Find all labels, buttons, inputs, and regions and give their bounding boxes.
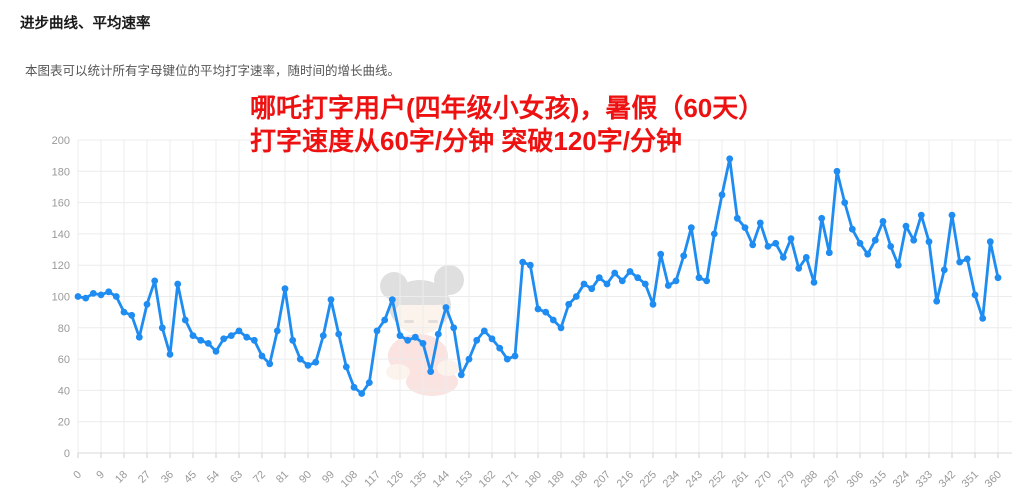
svg-text:140: 140 <box>52 229 70 241</box>
chart-description: 本图表可以统计所有字母键位的平均打字速率，随时间的增长曲线。 <box>25 64 401 78</box>
svg-text:126: 126 <box>385 469 406 490</box>
svg-text:80: 80 <box>58 323 70 335</box>
svg-text:171: 171 <box>500 469 521 490</box>
svg-text:180: 180 <box>52 166 70 178</box>
svg-text:54: 54 <box>205 469 222 486</box>
svg-text:315: 315 <box>868 469 889 490</box>
svg-text:297: 297 <box>822 469 843 490</box>
svg-text:198: 198 <box>569 469 590 490</box>
svg-text:288: 288 <box>799 469 820 490</box>
svg-text:279: 279 <box>776 469 797 490</box>
svg-text:153: 153 <box>454 469 475 490</box>
svg-text:120: 120 <box>52 260 70 272</box>
svg-text:40: 40 <box>58 385 70 397</box>
svg-text:189: 189 <box>546 469 567 490</box>
svg-text:18: 18 <box>113 469 130 486</box>
page-title: 进步曲线、平均速率 <box>20 16 151 32</box>
svg-text:351: 351 <box>960 469 981 490</box>
annotation-overlay: 哪吒打字用户(四年级小女孩)，暑假（60天） 打字速度从60字/分钟 突破120… <box>250 92 764 158</box>
svg-text:261: 261 <box>730 469 751 490</box>
svg-text:333: 333 <box>914 469 935 490</box>
svg-text:324: 324 <box>891 469 912 490</box>
svg-text:0: 0 <box>71 469 84 482</box>
svg-text:27: 27 <box>136 469 153 486</box>
svg-text:108: 108 <box>339 469 360 490</box>
svg-text:225: 225 <box>638 469 659 490</box>
svg-text:360: 360 <box>983 469 1004 490</box>
svg-text:252: 252 <box>707 469 728 490</box>
svg-text:144: 144 <box>431 469 452 490</box>
annotation-line-2: 打字速度从60字/分钟 突破120字/分钟 <box>250 126 682 156</box>
svg-text:0: 0 <box>64 448 70 460</box>
svg-text:234: 234 <box>661 469 682 490</box>
svg-text:36: 36 <box>159 469 176 486</box>
svg-text:243: 243 <box>684 469 705 490</box>
svg-text:162: 162 <box>477 469 498 490</box>
annotation-line-1: 哪吒打字用户(四年级小女孩)，暑假（60天） <box>250 93 765 123</box>
svg-text:160: 160 <box>52 198 70 210</box>
svg-text:99: 99 <box>320 469 337 486</box>
svg-text:117: 117 <box>362 469 383 490</box>
svg-text:20: 20 <box>58 417 70 429</box>
svg-text:90: 90 <box>297 469 314 486</box>
svg-text:81: 81 <box>274 469 291 486</box>
svg-text:72: 72 <box>251 469 268 486</box>
svg-text:60: 60 <box>58 354 70 366</box>
svg-text:63: 63 <box>228 469 245 486</box>
svg-text:200: 200 <box>52 135 70 147</box>
svg-text:9: 9 <box>94 469 107 482</box>
svg-text:135: 135 <box>408 469 429 490</box>
svg-text:45: 45 <box>182 469 199 486</box>
svg-text:207: 207 <box>592 469 613 490</box>
svg-text:100: 100 <box>52 292 70 304</box>
svg-text:180: 180 <box>523 469 544 490</box>
svg-text:270: 270 <box>753 469 774 490</box>
svg-text:306: 306 <box>845 469 866 490</box>
svg-text:216: 216 <box>615 469 636 490</box>
svg-text:342: 342 <box>937 469 958 490</box>
